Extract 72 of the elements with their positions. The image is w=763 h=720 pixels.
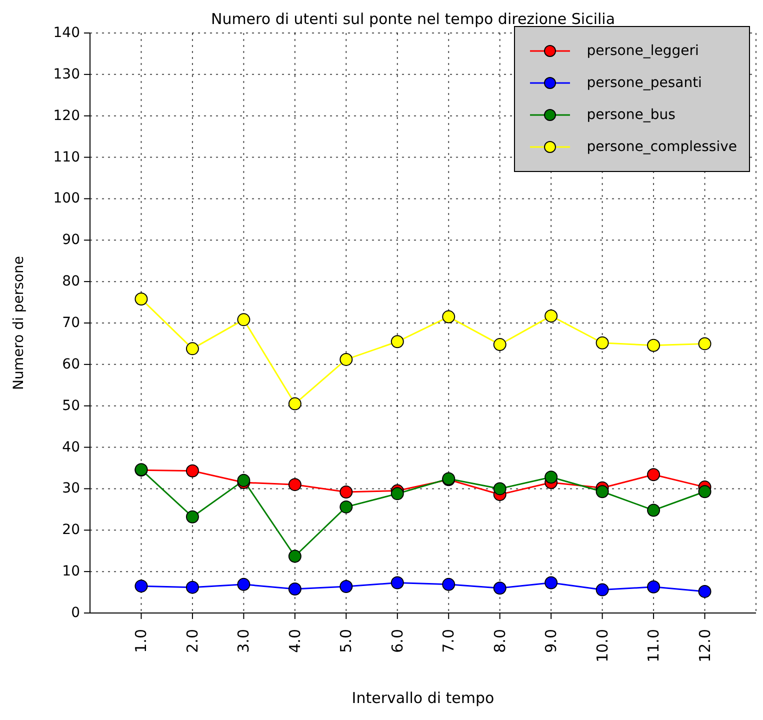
point xyxy=(186,510,199,524)
y-tick-label: 110 xyxy=(53,149,80,166)
x-tick-label: 11.0 xyxy=(644,629,663,662)
y-tick-label: 0 xyxy=(71,605,80,621)
point xyxy=(596,583,609,596)
point xyxy=(186,342,199,356)
x-tick-label: 5.0 xyxy=(337,629,356,653)
y-tick-label: 140 xyxy=(53,25,80,41)
point xyxy=(596,336,609,350)
y-tick-label: 20 xyxy=(62,522,80,538)
y-tick-label: 80 xyxy=(62,274,80,290)
point xyxy=(390,335,404,348)
y-tick-label: 70 xyxy=(62,315,80,331)
point xyxy=(493,338,506,352)
chart-title: Numero di utenti sul ponte nel tempo direzione Sicilia xyxy=(210,10,616,28)
x-tick-label: 9.0 xyxy=(542,629,560,653)
point xyxy=(647,468,660,482)
point xyxy=(134,292,148,306)
legend-label: persone_complessive xyxy=(586,139,737,155)
x-tick-label: 8.0 xyxy=(490,629,509,653)
x-axis-title: Intervallo di tempo xyxy=(352,689,494,707)
point xyxy=(340,500,353,514)
x-tick-label: 3.0 xyxy=(234,629,253,653)
point xyxy=(596,485,609,498)
y-tick-label: 60 xyxy=(62,356,80,372)
point xyxy=(288,478,302,492)
y-tick-label: 30 xyxy=(62,480,80,497)
y-tick-label: 90 xyxy=(62,232,80,248)
legend-label: persone_leggeri xyxy=(586,43,699,59)
point xyxy=(544,309,558,322)
x-tick-label: 6.0 xyxy=(388,629,406,653)
point xyxy=(390,487,404,500)
y-tick-label: 50 xyxy=(62,398,80,414)
y-tick-label: 100 xyxy=(53,190,80,207)
point xyxy=(493,582,506,595)
x-tick-label: 1.0 xyxy=(132,629,150,653)
y-tick-label: 10 xyxy=(62,564,80,580)
legend-label: persone_bus xyxy=(586,107,676,123)
point xyxy=(134,580,148,593)
point xyxy=(647,338,660,352)
x-tick-label: 2.0 xyxy=(183,629,202,653)
point xyxy=(390,576,404,590)
point xyxy=(237,578,250,591)
point xyxy=(493,482,506,496)
point xyxy=(288,397,302,410)
point xyxy=(186,464,199,478)
point xyxy=(237,474,250,487)
point xyxy=(237,313,250,326)
point xyxy=(186,580,199,594)
point xyxy=(698,337,712,350)
y-tick-label: 130 xyxy=(53,66,80,82)
point xyxy=(647,580,660,594)
point xyxy=(340,486,353,499)
point xyxy=(698,584,712,598)
y-tick-label: 40 xyxy=(62,439,80,456)
x-tick-label: 10.0 xyxy=(593,629,612,662)
point xyxy=(442,310,456,324)
x-tick-label: 12.0 xyxy=(696,629,714,662)
y-tick-label: 120 xyxy=(53,108,80,124)
y-axis-title: Numero di persone xyxy=(10,256,27,390)
point xyxy=(647,504,660,517)
legend-label: persone_pesanti xyxy=(586,75,702,91)
point xyxy=(442,578,456,591)
point xyxy=(544,576,558,590)
point xyxy=(288,550,302,563)
point xyxy=(340,580,353,593)
x-tick-label: 4.0 xyxy=(286,629,304,653)
point xyxy=(340,352,353,366)
point xyxy=(544,470,558,484)
point xyxy=(698,485,712,498)
point xyxy=(288,582,302,596)
x-tick-label: 7.0 xyxy=(440,629,458,653)
